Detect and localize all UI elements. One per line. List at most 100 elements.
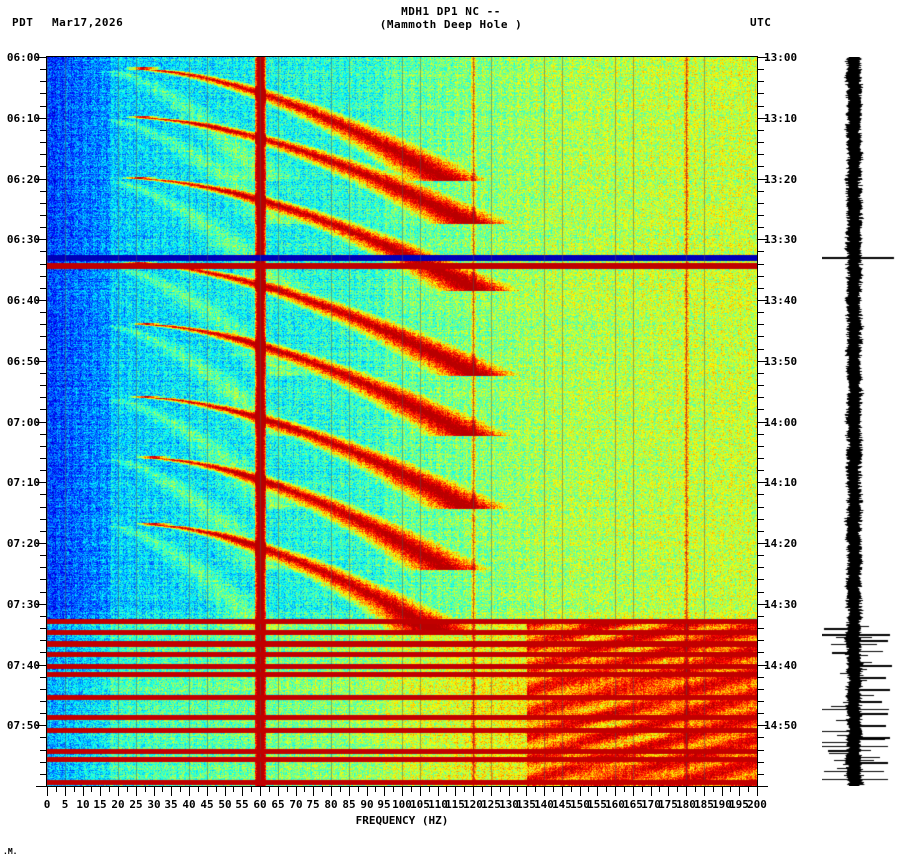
time-tick-minor-left (40, 701, 46, 702)
time-label-right: 14:30 (764, 598, 798, 611)
time-tick-minor-right (758, 677, 764, 678)
time-tick-minor-left (40, 373, 46, 374)
freq-tick-major (615, 787, 616, 796)
time-tick-minor-left (40, 264, 46, 265)
freq-label: 140 (534, 798, 554, 811)
time-tick-minor-left (40, 519, 46, 520)
time-label-right: 14:20 (764, 537, 798, 550)
axis-line-left (46, 57, 47, 787)
freq-tick-major (455, 787, 456, 796)
time-label-left: 06:00 (6, 51, 40, 64)
time-tick-minor-right (758, 349, 764, 350)
time-tick-minor-left (40, 324, 46, 325)
time-tick-minor-right (758, 750, 764, 751)
seismogram-trace-panel[interactable] (822, 57, 902, 786)
freq-tick-major (100, 787, 101, 796)
time-label-right: 14:40 (764, 659, 798, 672)
time-tick-minor-right (758, 215, 764, 216)
freq-label: 5 (61, 798, 69, 811)
time-tick-minor-right (758, 494, 764, 495)
timezone-label-left: PDT (12, 16, 34, 29)
freq-tick-minor (91, 787, 92, 792)
freq-tick-minor (535, 787, 536, 792)
time-tick-minor-left (40, 579, 46, 580)
time-tick-minor-left (40, 677, 46, 678)
station-code-title: MDH1 DP1 NC -- (401, 5, 501, 18)
time-label-left: 07:40 (6, 659, 40, 672)
freq-label: 190 (712, 798, 732, 811)
freq-tick-major (739, 787, 740, 796)
freq-tick-minor (233, 787, 234, 792)
axis-line-bottom (46, 786, 758, 787)
freq-tick-major (757, 787, 758, 796)
time-tick-minor-right (758, 166, 764, 167)
time-tick-minor-left (40, 774, 46, 775)
freq-tick-major (544, 787, 545, 796)
freq-label: 80 (324, 798, 338, 811)
time-tick-minor-left (40, 531, 46, 532)
freq-tick-major (189, 787, 190, 796)
freq-tick-minor (269, 787, 270, 792)
time-tick-minor-right (758, 640, 764, 641)
station-name-title: (Mammoth Deep Hole ) (379, 18, 523, 31)
time-tick-minor-right (758, 737, 764, 738)
time-tick-minor-left (40, 93, 46, 94)
time-tick-minor-right (758, 154, 764, 155)
time-label-right: 13:10 (764, 112, 798, 125)
spectrogram-plot[interactable] (47, 57, 757, 786)
freq-tick-minor (464, 787, 465, 792)
time-tick-minor-left (40, 762, 46, 763)
time-tick-minor-left (40, 507, 46, 508)
freq-label: 35 (164, 798, 178, 811)
time-tick-minor-right (758, 567, 764, 568)
time-tick-minor-right (758, 616, 764, 617)
freq-tick-major (686, 787, 687, 796)
time-tick-minor-left (40, 312, 46, 313)
freq-tick-minor (340, 787, 341, 792)
freq-tick-major (526, 787, 527, 796)
time-tick-minor-left (40, 130, 46, 131)
freq-tick-major (668, 787, 669, 796)
time-tick-major-left (36, 239, 46, 240)
freq-label: 90 (360, 798, 374, 811)
freq-tick-major (65, 787, 66, 796)
freq-label: 170 (641, 798, 661, 811)
freq-tick-minor (74, 787, 75, 792)
freq-label: 40 (182, 798, 196, 811)
time-tick-minor-right (758, 397, 764, 398)
freq-tick-major (313, 787, 314, 796)
time-tick-major-right (758, 604, 768, 605)
time-tick-minor-right (758, 227, 764, 228)
time-tick-minor-left (40, 288, 46, 289)
freq-label: 180 (676, 798, 696, 811)
time-tick-minor-left (40, 154, 46, 155)
time-label-left: 06:20 (6, 173, 40, 186)
time-tick-minor-left (40, 227, 46, 228)
time-label-left: 07:30 (6, 598, 40, 611)
time-tick-minor-right (758, 409, 764, 410)
time-tick-minor-right (758, 69, 764, 70)
freq-tick-minor (109, 787, 110, 792)
time-tick-major-left (36, 725, 46, 726)
freq-tick-minor (375, 787, 376, 792)
seismogram-trace-canvas (822, 57, 902, 786)
freq-tick-minor (677, 787, 678, 792)
time-tick-minor-left (40, 737, 46, 738)
freq-tick-major (154, 787, 155, 796)
time-tick-minor-right (758, 762, 764, 763)
time-tick-minor-right (758, 191, 764, 192)
freq-tick-minor (56, 787, 57, 792)
time-tick-minor-left (40, 494, 46, 495)
freq-label: 145 (552, 798, 572, 811)
freq-tick-major (207, 787, 208, 796)
time-tick-minor-left (40, 458, 46, 459)
freq-tick-minor (162, 787, 163, 792)
freq-tick-major (384, 787, 385, 796)
time-label-right: 13:40 (764, 294, 798, 307)
freq-label: 20 (111, 798, 125, 811)
time-tick-minor-left (40, 640, 46, 641)
time-tick-major-left (36, 604, 46, 605)
time-tick-minor-left (40, 385, 46, 386)
freq-label: 135 (516, 798, 536, 811)
time-tick-minor-right (758, 385, 764, 386)
